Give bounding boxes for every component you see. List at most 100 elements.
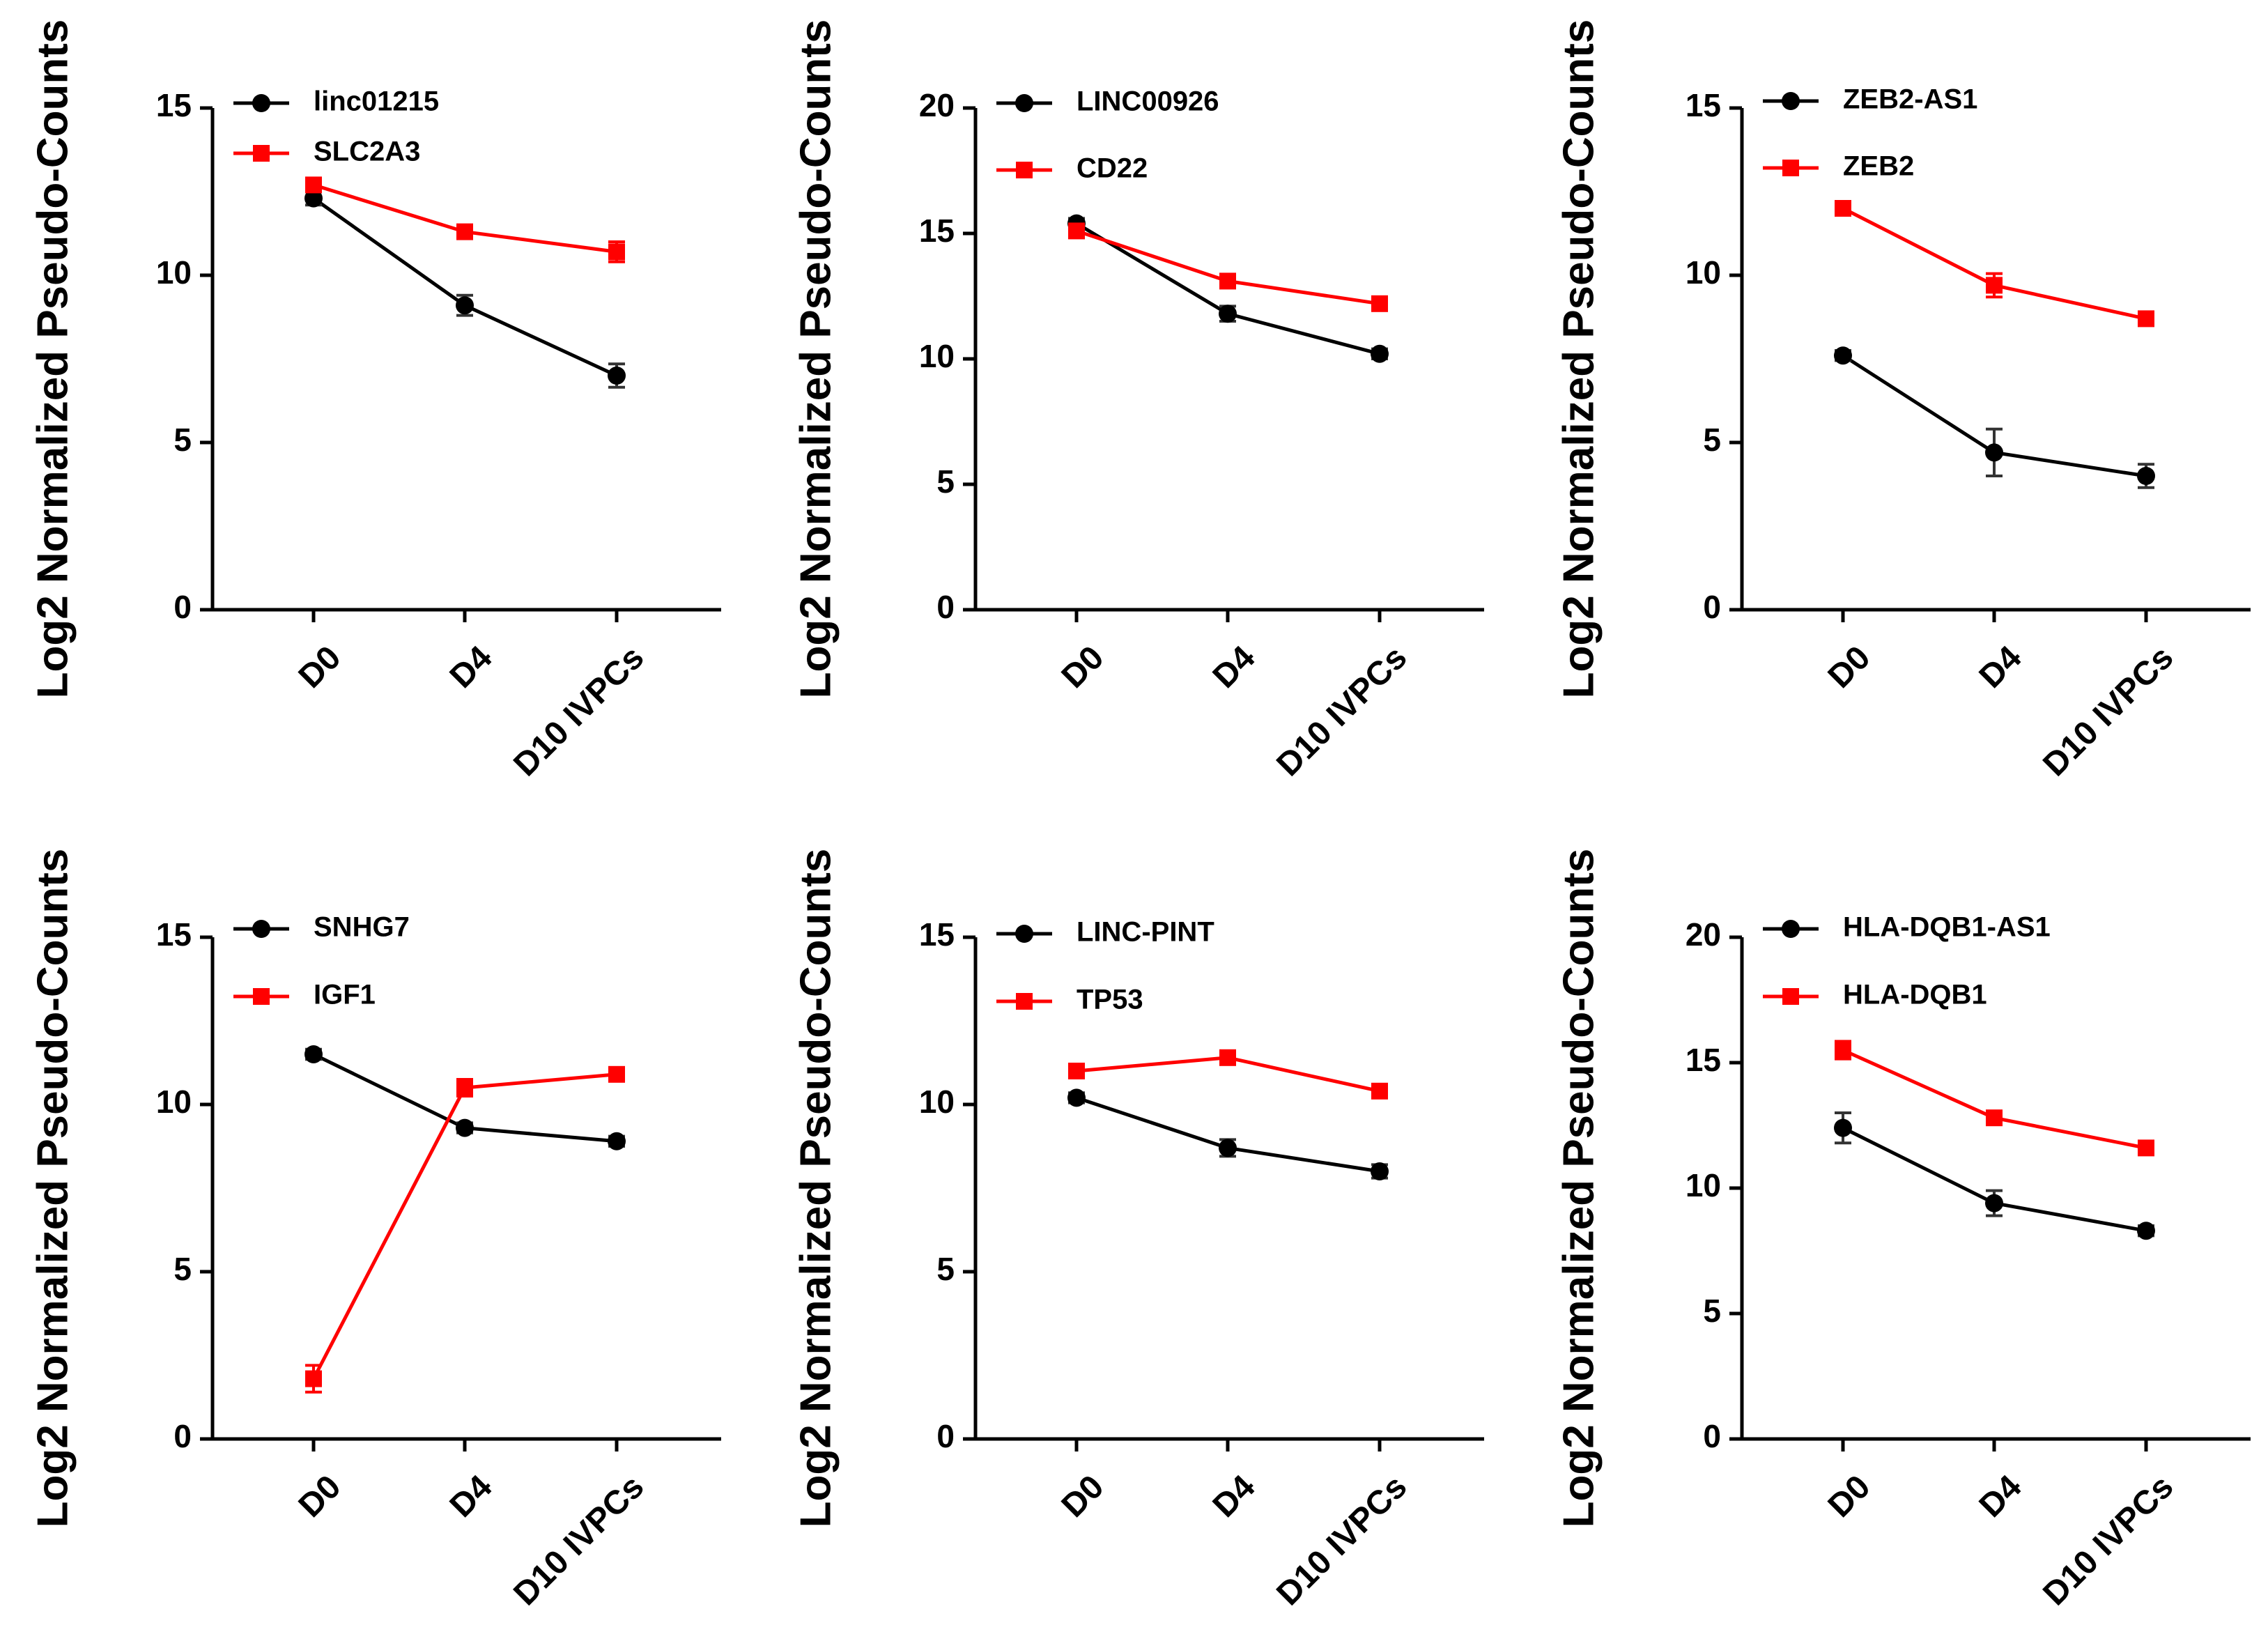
legend-marker xyxy=(253,145,270,162)
y-tick-label: 15 xyxy=(919,213,955,249)
data-point xyxy=(1068,1063,1085,1079)
data-point xyxy=(1985,1194,2003,1212)
data-point xyxy=(608,1065,625,1083)
data-point xyxy=(1371,295,1388,312)
series-line-LINC-PINT xyxy=(1076,1096,1380,1173)
data-point xyxy=(304,189,323,208)
y-tick-label: 10 xyxy=(919,338,955,374)
data-point xyxy=(608,1132,626,1150)
data-point xyxy=(2138,1139,2154,1157)
chart-panel-5: Log2 Normalized Pseudo-Counts 0 5 10 15 D0 D4 D… xyxy=(792,849,1484,1612)
y-tick-label: 0 xyxy=(936,1418,955,1454)
legend-entry-SLC2A3: SLC2A3 xyxy=(233,137,420,167)
data-point xyxy=(304,1045,323,1063)
data-point xyxy=(2137,467,2155,485)
legend-marker xyxy=(1015,94,1033,112)
y-tick-label: 10 xyxy=(1685,1167,1721,1203)
data-point xyxy=(305,1370,322,1387)
data-point xyxy=(1371,1082,1388,1100)
legend-label: ZEB2 xyxy=(1843,151,1914,182)
data-point xyxy=(456,223,473,240)
y-tick-label: 10 xyxy=(1685,254,1721,291)
legend-entry-TP53: TP53 xyxy=(996,985,1143,1015)
data-point xyxy=(1068,222,1085,240)
legend-label: HLA-DQB1-AS1 xyxy=(1843,912,2051,943)
legend-marker xyxy=(1782,92,1800,110)
data-point xyxy=(456,296,474,315)
legend-label: linc01215 xyxy=(314,86,439,117)
data-point xyxy=(1834,346,1852,365)
chart-panel-1: Log2 Normalized Pseudo-Counts 0 5 10 15 D0 D4 D… xyxy=(29,20,721,783)
y-tick-label: 15 xyxy=(156,916,192,953)
data-point xyxy=(1986,1109,2003,1127)
y-tick-label: 15 xyxy=(1685,87,1721,123)
legend-label: LINC00926 xyxy=(1077,86,1219,117)
y-axis-label: Log2 Normalized Pseudo-Counts xyxy=(29,20,77,699)
x-tick-label: D0 xyxy=(1821,639,1878,695)
x-tick-label: D4 xyxy=(443,1468,500,1525)
data-point xyxy=(1986,277,2003,294)
y-tick-label: 5 xyxy=(173,422,192,458)
y-tick-label: 15 xyxy=(919,916,955,953)
data-point xyxy=(1371,344,1389,363)
data-point xyxy=(1219,305,1237,323)
series-line-CD22 xyxy=(1076,229,1380,306)
legend-entry-ZEB2: ZEB2 xyxy=(1763,151,1914,182)
y-tick-label: 10 xyxy=(919,1084,955,1120)
y-tick-label: 10 xyxy=(156,254,192,291)
legend-marker xyxy=(252,94,270,112)
x-tick-label: D10 IVPCs xyxy=(2036,1468,2180,1612)
y-tick-label: 0 xyxy=(173,589,192,625)
legend-marker xyxy=(1782,988,1799,1005)
legend-entry-IGF1: IGF1 xyxy=(233,980,376,1010)
legend-label: ZEB2-AS1 xyxy=(1843,84,1977,115)
x-tick-label: D0 xyxy=(292,1468,348,1525)
y-tick-label: 0 xyxy=(936,589,955,625)
x-tick-label: D10 IVPCs xyxy=(1270,1468,1414,1612)
legend-entry-SNHG7: SNHG7 xyxy=(233,912,410,943)
y-axis-label: Log2 Normalized Pseudo-Counts xyxy=(1555,20,1603,699)
x-tick-label: D4 xyxy=(1973,639,2029,695)
y-tick-label: 5 xyxy=(936,463,955,500)
chart-panel-4: Log2 Normalized Pseudo-Counts 0 5 10 15 D0 D4 D… xyxy=(29,849,721,1612)
x-tick-label: D10 IVPCs xyxy=(2036,639,2180,783)
x-tick-label: D4 xyxy=(443,639,500,695)
data-point xyxy=(305,176,322,194)
x-tick-label: D4 xyxy=(1206,1468,1263,1525)
legend-label: TP53 xyxy=(1077,985,1143,1015)
chart-panel-2: Log2 Normalized Pseudo-Counts 0 5 10 15 20 D0 D… xyxy=(792,20,1484,783)
y-axis-label: Log2 Normalized Pseudo-Counts xyxy=(1555,849,1603,1528)
data-point xyxy=(1219,272,1236,290)
legend-marker xyxy=(1782,160,1799,176)
legend-label: HLA-DQB1 xyxy=(1843,980,1987,1010)
x-tick-label: D0 xyxy=(292,639,348,695)
data-point xyxy=(608,243,625,261)
data-point xyxy=(1371,1162,1389,1180)
data-point xyxy=(1985,443,2003,462)
data-point xyxy=(2137,1222,2155,1240)
x-tick-label: D0 xyxy=(1821,1468,1878,1525)
data-point xyxy=(1835,1042,1851,1058)
legend-entry-LINC-PINT: LINC-PINT xyxy=(996,917,1214,948)
y-axis-label: Log2 Normalized Pseudo-Counts xyxy=(29,849,77,1528)
y-tick-label: 5 xyxy=(1703,1293,1721,1329)
y-tick-label: 10 xyxy=(156,1084,192,1120)
data-point xyxy=(1835,200,1851,217)
y-tick-label: 0 xyxy=(173,1418,192,1454)
legend-marker xyxy=(252,920,270,938)
series-line-ZEB2 xyxy=(1842,206,2147,321)
legend-marker xyxy=(1015,925,1033,943)
legend-marker xyxy=(1782,920,1800,938)
data-point xyxy=(456,1118,474,1137)
legend-label: SLC2A3 xyxy=(314,137,420,167)
chart-panel-3: Log2 Normalized Pseudo-Counts 0 5 10 15 D0 D4 D… xyxy=(1555,20,2251,783)
data-point xyxy=(608,367,626,385)
y-tick-label: 15 xyxy=(156,87,192,123)
legend-entry-ZEB2-AS1: ZEB2-AS1 xyxy=(1763,84,1977,115)
legend-entry-linc01215: linc01215 xyxy=(233,86,439,117)
y-tick-label: 20 xyxy=(1685,916,1721,953)
legend-marker xyxy=(1016,162,1033,178)
x-tick-label: D4 xyxy=(1973,1468,2029,1525)
y-axis-label: Log2 Normalized Pseudo-Counts xyxy=(792,20,840,699)
